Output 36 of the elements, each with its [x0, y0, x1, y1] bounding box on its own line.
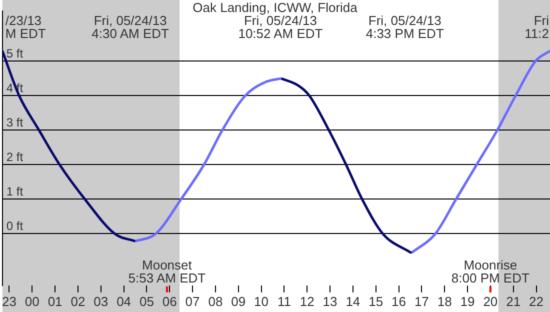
x-tick-label: 23 [2, 294, 16, 309]
x-tick-label: 11 [277, 294, 291, 309]
x-tick-label: 05 [139, 294, 154, 309]
x-tick-label: 00 [24, 294, 40, 309]
x-tick-label: 15 [368, 294, 384, 309]
x-tick-label: 06 [162, 294, 177, 309]
x-tick-label: 10 [254, 294, 269, 309]
y-tick-label: 1 ft [6, 184, 24, 198]
x-tick-label: 12 [300, 294, 314, 309]
y-tick-label: 5 ft [6, 46, 24, 61]
x-tick-label: 19 [460, 294, 475, 309]
x-tick-label: 13 [322, 294, 338, 309]
y-tick-label: 0 ft [6, 218, 24, 233]
annotation: /23/13 M EDT [5, 13, 46, 41]
annotation: Fri, 05/24/13 4:33 PM EDT [366, 13, 444, 41]
annotation: Fri, 05/24/13 4:30 AM EDT [92, 13, 170, 41]
ref-line-label: Moonset 5:53 AM EDT [128, 257, 206, 286]
x-tick-label: 02 [70, 294, 86, 309]
x-tick-label: 16 [392, 294, 406, 309]
x-tick-label: 03 [94, 294, 108, 309]
x-tick-label: 18 [437, 294, 452, 309]
x-tick-label: 04 [116, 294, 132, 309]
x-tick-label: 14 [346, 294, 360, 309]
chart-title: Oak Landing, ICWW, Florida [192, 0, 358, 15]
y-tick-label: 2 ft [6, 150, 24, 164]
x-tick-label: 01 [48, 294, 62, 309]
x-tick-label: 17 [414, 294, 429, 309]
x-tick-label: 09 [231, 294, 246, 309]
x-tick-label: 20 [483, 294, 498, 309]
y-tick-label: 3 ft [6, 116, 24, 130]
x-tick-label: 07 [185, 294, 200, 309]
x-tick-label: 08 [208, 294, 223, 309]
x-tick-label: 21 [506, 294, 521, 309]
x-tick-label: 22 [529, 294, 544, 309]
ref-line-label: Moonrise 8:00 PM EDT [451, 257, 530, 286]
annotation: Fri 11:2 [524, 13, 550, 41]
